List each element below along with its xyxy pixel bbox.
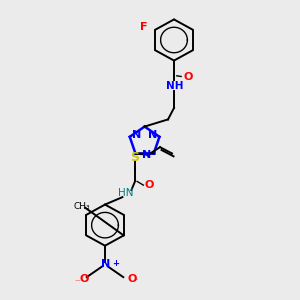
Text: ⁻: ⁻ [134,277,138,286]
Text: N: N [148,130,157,140]
Text: HN: HN [118,188,134,198]
Text: O: O [183,72,192,82]
Text: +: + [112,259,119,268]
Text: CH₃: CH₃ [73,202,90,211]
Text: N: N [132,130,141,140]
Text: F: F [140,22,147,32]
Text: O: O [145,180,154,190]
Text: ·⁻: ·⁻ [74,277,81,286]
Text: N: N [142,150,152,160]
Text: S: S [130,151,140,164]
Text: N: N [101,259,110,269]
Text: O: O [127,274,136,284]
Text: NH: NH [166,81,183,91]
Text: O: O [80,274,89,284]
